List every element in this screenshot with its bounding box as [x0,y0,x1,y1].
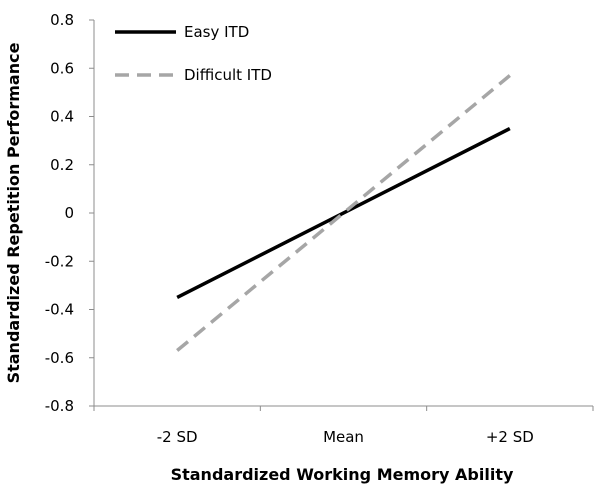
x-tick-label: Mean [323,428,364,446]
series-line-difficult-itd [176,74,511,352]
y-tick-label: 0.4 [50,108,74,126]
y-tick-label: -0.6 [45,349,74,367]
y-tick-label: 0 [64,204,74,222]
x-tick-label: +2 SD [486,428,534,446]
y-tick-label: 0.8 [50,11,74,29]
y-ticks: -0.8 -0.6 -0.4 -0.2 0 0.2 0.4 0.6 0.8 [45,11,94,415]
x-ticks: -2 SD Mean +2 SD [93,406,594,446]
legend-label: Easy ITD [184,23,249,41]
x-axis-title: Standardized Working Memory Ability [171,465,514,484]
y-tick-label: 0.2 [50,156,74,174]
y-axis-title: Standardized Repetition Performance [4,42,23,383]
legend-label: Difficult ITD [184,66,272,84]
legend: Easy ITD Difficult ITD [115,23,272,84]
series-lines [176,74,511,352]
y-tick-label: -0.2 [45,252,74,270]
y-tick-label: -0.8 [45,397,74,415]
y-tick-label: -0.4 [45,301,74,319]
x-tick-label: -2 SD [157,428,198,446]
series-line-easy-itd [176,127,511,299]
y-tick-label: 0.6 [50,59,74,77]
